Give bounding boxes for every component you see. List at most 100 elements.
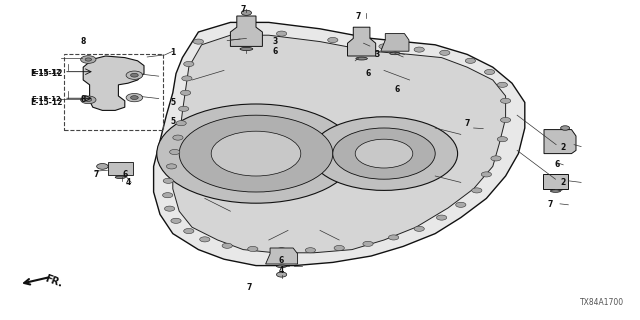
Text: 6: 6 bbox=[122, 170, 127, 179]
Circle shape bbox=[363, 241, 373, 246]
Circle shape bbox=[355, 139, 413, 168]
Circle shape bbox=[465, 58, 476, 63]
Polygon shape bbox=[230, 16, 262, 46]
Circle shape bbox=[180, 90, 191, 95]
Circle shape bbox=[85, 98, 92, 101]
Circle shape bbox=[241, 10, 252, 15]
Circle shape bbox=[379, 44, 389, 49]
Circle shape bbox=[182, 76, 192, 81]
Text: 8: 8 bbox=[81, 37, 86, 46]
Circle shape bbox=[310, 117, 458, 190]
Circle shape bbox=[126, 93, 143, 102]
Circle shape bbox=[500, 98, 511, 103]
Text: E-15-12: E-15-12 bbox=[31, 96, 61, 102]
Ellipse shape bbox=[550, 190, 561, 192]
Text: 6: 6 bbox=[279, 256, 284, 265]
Bar bbox=[64, 54, 163, 130]
Circle shape bbox=[166, 164, 177, 169]
Ellipse shape bbox=[356, 57, 367, 60]
Text: 8: 8 bbox=[81, 95, 86, 104]
Circle shape bbox=[131, 73, 138, 77]
Circle shape bbox=[163, 193, 173, 198]
Text: E-15-12: E-15-12 bbox=[30, 69, 62, 78]
Text: 7: 7 bbox=[241, 5, 246, 14]
Circle shape bbox=[414, 226, 424, 231]
Polygon shape bbox=[543, 174, 568, 189]
Ellipse shape bbox=[115, 176, 125, 179]
Circle shape bbox=[171, 218, 181, 223]
Text: 3: 3 bbox=[273, 37, 278, 46]
Text: 3: 3 bbox=[375, 50, 380, 59]
Circle shape bbox=[334, 245, 344, 251]
Circle shape bbox=[276, 272, 287, 277]
Circle shape bbox=[561, 126, 570, 130]
Circle shape bbox=[500, 117, 511, 123]
Circle shape bbox=[328, 37, 338, 43]
Circle shape bbox=[497, 82, 508, 87]
Circle shape bbox=[484, 69, 495, 75]
Text: 2: 2 bbox=[561, 178, 566, 187]
Text: 1: 1 bbox=[170, 48, 175, 57]
Circle shape bbox=[163, 178, 173, 183]
Circle shape bbox=[235, 31, 245, 36]
Circle shape bbox=[126, 71, 143, 79]
Circle shape bbox=[388, 235, 399, 240]
Circle shape bbox=[164, 206, 175, 211]
Circle shape bbox=[276, 31, 287, 36]
Circle shape bbox=[157, 104, 355, 203]
Circle shape bbox=[170, 149, 180, 155]
Text: 6: 6 bbox=[394, 85, 399, 94]
Circle shape bbox=[131, 96, 138, 100]
Polygon shape bbox=[108, 162, 133, 175]
Circle shape bbox=[276, 248, 287, 253]
Circle shape bbox=[81, 96, 96, 104]
Circle shape bbox=[200, 237, 210, 242]
Text: 7: 7 bbox=[93, 170, 99, 179]
Circle shape bbox=[248, 246, 258, 252]
Polygon shape bbox=[266, 248, 298, 264]
Circle shape bbox=[222, 243, 232, 248]
Text: TX84A1700: TX84A1700 bbox=[580, 298, 624, 307]
Circle shape bbox=[481, 172, 492, 177]
Circle shape bbox=[179, 115, 333, 192]
Text: 6: 6 bbox=[273, 47, 278, 56]
Circle shape bbox=[333, 128, 435, 179]
Text: 7: 7 bbox=[247, 284, 252, 292]
Text: 7: 7 bbox=[356, 12, 361, 20]
Polygon shape bbox=[348, 27, 376, 56]
Text: 7: 7 bbox=[465, 119, 470, 128]
Circle shape bbox=[176, 121, 186, 126]
Ellipse shape bbox=[390, 52, 400, 55]
Circle shape bbox=[173, 135, 183, 140]
Ellipse shape bbox=[276, 265, 287, 268]
Polygon shape bbox=[173, 35, 506, 253]
Text: 6: 6 bbox=[554, 160, 559, 169]
Polygon shape bbox=[381, 34, 409, 51]
Circle shape bbox=[211, 131, 301, 176]
Text: E-15-12: E-15-12 bbox=[30, 98, 62, 107]
Text: 4: 4 bbox=[125, 178, 131, 187]
Text: 7: 7 bbox=[548, 200, 553, 209]
Text: 5: 5 bbox=[170, 117, 175, 126]
Circle shape bbox=[456, 202, 466, 207]
Circle shape bbox=[193, 39, 204, 44]
Circle shape bbox=[85, 58, 92, 61]
Circle shape bbox=[305, 248, 316, 253]
Text: 5: 5 bbox=[170, 98, 175, 107]
Circle shape bbox=[184, 228, 194, 234]
Circle shape bbox=[184, 61, 194, 67]
Text: 6: 6 bbox=[365, 69, 371, 78]
Circle shape bbox=[491, 156, 501, 161]
Circle shape bbox=[179, 106, 189, 111]
Circle shape bbox=[440, 50, 450, 55]
Text: 2: 2 bbox=[561, 143, 566, 152]
Text: FR.: FR. bbox=[44, 273, 64, 289]
Circle shape bbox=[81, 56, 96, 63]
Circle shape bbox=[436, 215, 447, 220]
Text: 4: 4 bbox=[279, 266, 284, 275]
Circle shape bbox=[414, 47, 424, 52]
Ellipse shape bbox=[240, 47, 253, 51]
Polygon shape bbox=[154, 22, 525, 266]
Polygon shape bbox=[544, 130, 576, 154]
Text: E-15-12: E-15-12 bbox=[31, 69, 61, 75]
